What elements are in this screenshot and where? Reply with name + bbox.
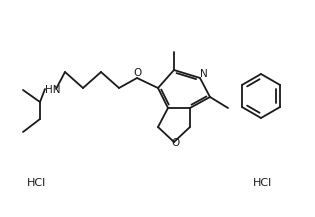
Text: O: O — [134, 68, 142, 78]
Text: O: O — [171, 138, 179, 148]
Text: HCl: HCl — [27, 178, 47, 188]
Text: N: N — [200, 69, 208, 79]
Text: HCl: HCl — [253, 178, 272, 188]
Text: HN: HN — [45, 85, 61, 95]
